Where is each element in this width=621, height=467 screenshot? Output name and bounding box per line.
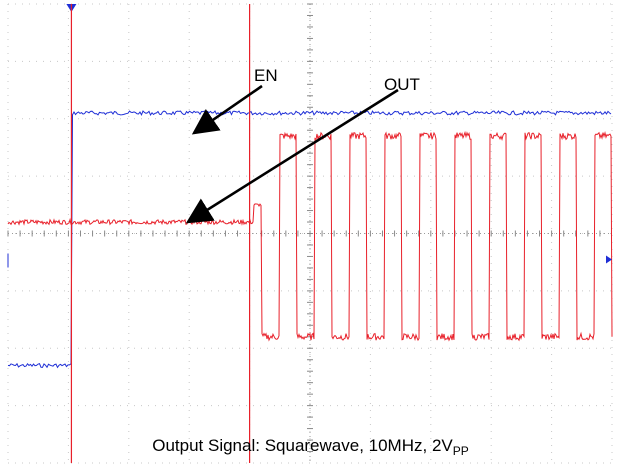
scope-grid — [7, 3, 613, 464]
scope-cursors — [70, 4, 251, 463]
en-arrow — [191, 84, 263, 135]
out-label: OUT — [384, 75, 420, 94]
caption-subscript: PP — [452, 444, 469, 458]
en-trace — [7, 110, 612, 369]
en-label: EN — [254, 66, 278, 85]
out-trace — [7, 130, 613, 342]
chart-caption: Output Signal: Squarewave, 10MHz, 2VPP — [0, 436, 621, 458]
caption-main: Output Signal: Squarewave, 10MHz, 2V — [152, 436, 453, 455]
annotation-arrows — [185, 84, 399, 224]
out-arrow — [185, 88, 399, 224]
en-level-marker — [606, 255, 612, 264]
